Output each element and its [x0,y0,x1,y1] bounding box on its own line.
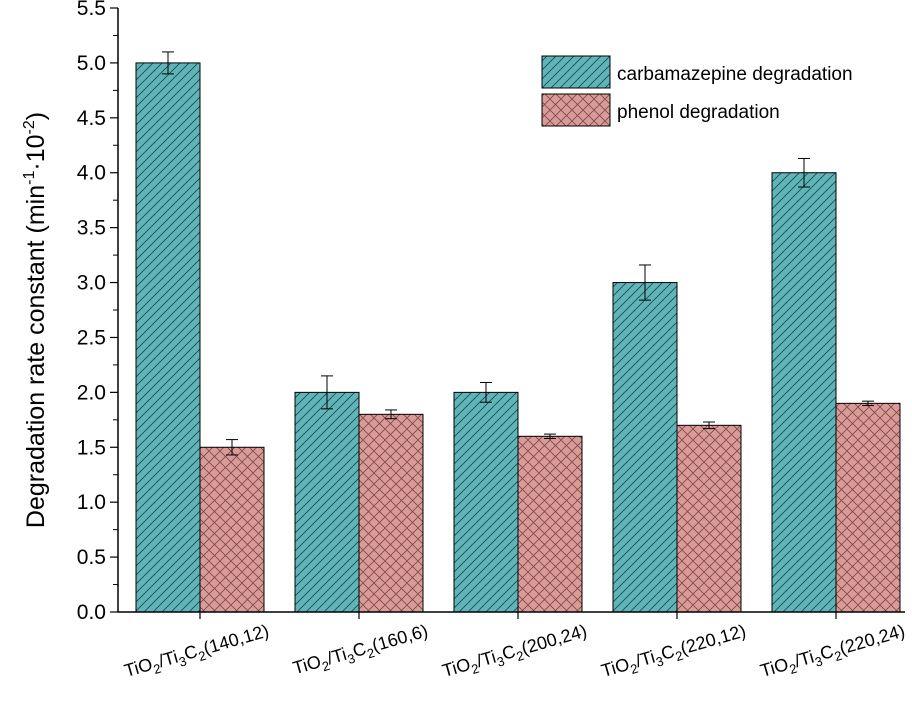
x-label-part: (160,6) [370,621,430,656]
x-label-part: C [659,641,677,664]
x-label-sub: 2 [470,661,481,677]
x-label-sub: 3 [346,651,357,667]
x-label-sub: 3 [177,653,188,669]
x-label-part: TiO [440,654,473,681]
x-label-part: TiO [758,654,791,681]
x-label-sub: 3 [495,653,506,669]
legend-label-1: phenol degradation [617,102,780,123]
x-label-part: (140,12) [201,621,271,659]
x-label-part: TiO [291,651,324,678]
x-label-part: /Ti [792,647,816,672]
x-tick-label-3: TiO2/Ti3C2(220,12) [599,621,749,685]
x-label-part: (200,24) [519,621,589,659]
bar-pattern-1-1 [358,413,424,613]
x-label-sub: 2 [197,648,208,664]
y-tick-label: 1.0 [77,491,106,514]
x-label-part: C [182,641,200,664]
y-tick-label: 5.5 [77,0,106,20]
x-tick-label-0: TiO2/Ti3C2(140,12) [122,621,272,685]
x-label-sub: 3 [654,653,665,669]
x-label-part: (220,12) [678,621,748,659]
bar-pattern-0-1 [294,391,360,613]
x-label-sub: 2 [833,648,844,664]
x-label-sub: 2 [788,661,799,677]
bar-pattern-0-2 [453,391,519,613]
bar-pattern-1-2 [517,435,583,613]
y-tick-label: 2.5 [77,326,106,349]
bar-pattern-0-3 [612,282,678,613]
x-label-part: TiO [122,654,155,681]
y-axis-title-part: ·10 [22,134,50,170]
y-tick-label: 0.0 [77,601,106,624]
x-label-part: C [350,638,368,661]
x-label-sub: 2 [674,648,685,664]
legend-swatch-pattern-0 [541,55,611,89]
x-label-sub: 2 [320,658,331,674]
y-tick-label: 5.0 [77,52,106,75]
x-label-part: /Ti [156,647,180,672]
y-tick-label: 0.5 [77,546,106,569]
x-label-sub: 2 [365,645,376,661]
x-label-sub: 2 [152,661,163,677]
x-label-part: TiO [599,654,632,681]
legend-label-0: carbamazepine degradation [617,64,853,85]
bar-pattern-1-4 [835,402,901,613]
y-tick-label: 1.5 [77,436,106,459]
y-axis-title-part: Degradation rate constant (min [22,185,50,528]
x-label-sub: 2 [629,661,640,677]
x-tick-label-4: TiO2/Ti3C2(220,24) [758,621,908,685]
x-label-part: /Ti [474,647,498,672]
x-tick-label-2: TiO2/Ti3C2(200,24) [440,621,590,685]
x-label-part: C [818,641,836,664]
bar-pattern-0-0 [135,62,201,613]
x-label-sub: 3 [813,653,824,669]
x-label-sub: 2 [515,648,526,664]
y-tick-label: 4.0 [77,162,106,185]
x-tick-label-1: TiO2/Ti3C2(160,6) [291,621,432,682]
bar-pattern-1-0 [199,446,265,613]
legend-swatch-pattern-1 [541,93,611,127]
y-tick-label: 3.5 [77,217,106,240]
x-label-part: C [500,641,518,664]
y-axis-title-sup: -1 [21,171,38,185]
y-axis-title: Degradation rate constant (min-1·10-2) [21,112,50,528]
y-axis-title-part: ) [22,112,50,120]
x-label-part: (220,24) [837,621,907,659]
y-tick-label: 2.0 [77,381,106,404]
x-label-part: /Ti [325,644,349,669]
y-tick-label: 3.0 [77,272,106,295]
y-tick-label: 4.5 [77,107,106,130]
x-label-part: /Ti [633,647,657,672]
bar-pattern-0-4 [771,172,837,613]
bar-pattern-1-3 [676,424,742,613]
y-axis-title-sup: -2 [21,120,38,134]
